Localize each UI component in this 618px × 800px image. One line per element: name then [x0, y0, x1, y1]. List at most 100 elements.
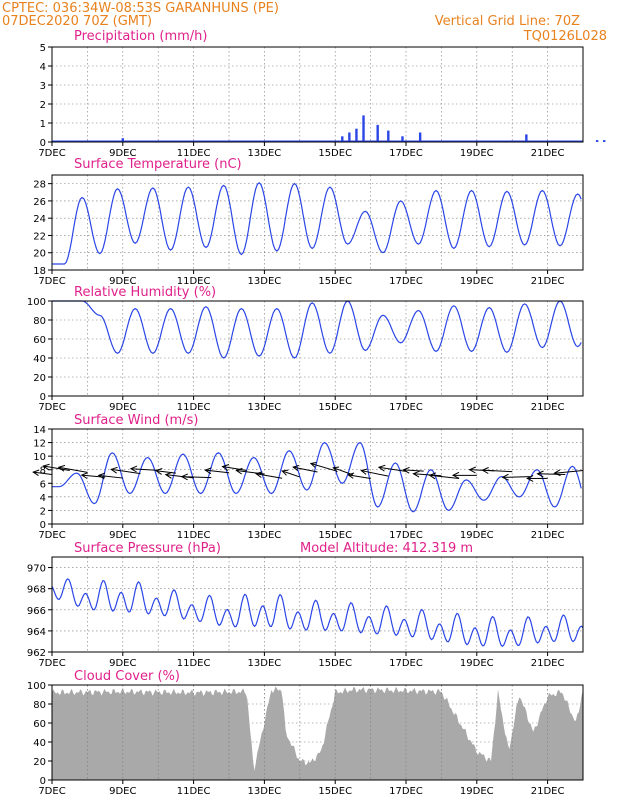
y-tick-label: 8: [40, 466, 46, 477]
wind-arrow: [403, 469, 424, 472]
y-tick-label: 12: [33, 439, 46, 450]
precip-bar: [603, 140, 606, 142]
y-tick-label: 60: [33, 335, 46, 346]
wind-arrow-head: [80, 472, 88, 479]
x-tick-label: 7DEC: [38, 276, 65, 287]
x-tick-label: 17DEC: [389, 402, 423, 413]
y-tick-label: 970: [27, 564, 46, 575]
y-tick-label: 18: [33, 266, 46, 277]
wind-arrow: [181, 476, 212, 479]
y-tick-label: 966: [27, 606, 46, 617]
wind-arrow-head: [536, 470, 544, 478]
y-tick-label: 0: [40, 520, 46, 531]
wind-arrow-head: [221, 464, 230, 471]
wind-arrow: [482, 469, 513, 473]
wind-arrow: [98, 474, 123, 479]
wind-arrow-head: [412, 470, 420, 478]
x-tick-label: 9DEC: [109, 402, 136, 413]
y-tick-label: 28: [33, 180, 46, 191]
cloud-cover-panel: Cloud Cover (%) 0 20 40 60 80 100 7DEC 9DEC 11DE…: [27, 669, 584, 797]
precip-bar: [376, 124, 379, 142]
x-tick-label: 21DEC: [531, 148, 565, 159]
wind-title: Surface Wind (m/s): [74, 413, 198, 428]
x-tick-label: 21DEC: [531, 658, 565, 669]
y-tick-label: 2: [40, 506, 46, 517]
y-tick-label: 26: [33, 197, 46, 208]
x-tick-label: 19DEC: [460, 148, 494, 159]
wind-arrow-head: [129, 465, 138, 473]
y-tick-label: 10: [33, 452, 46, 463]
wind-arrow-head: [292, 465, 300, 472]
panel-frame: [51, 174, 584, 271]
model-altitude: Model Altitude: 412.319 m: [300, 541, 473, 556]
y-tick-label: 4: [40, 493, 46, 504]
x-tick-label: 15DEC: [318, 276, 352, 287]
wind-arrow-head: [451, 471, 460, 479]
humidity-series-line: [52, 300, 582, 359]
precip-bar: [362, 115, 365, 142]
wind-arrow: [429, 474, 460, 480]
pressure-panel: Surface Pressure (hPa) Model Altitude: 4…: [27, 541, 584, 669]
y-tick-label: 5: [40, 43, 46, 54]
wind-speed-line: [52, 441, 582, 513]
wind-arrow-head: [428, 472, 437, 480]
wind-arrow: [111, 468, 141, 475]
wind-arrow-head: [254, 471, 263, 478]
x-tick-label: 9DEC: [109, 148, 136, 159]
y-tick-label: 80: [33, 700, 46, 711]
wind-arrow: [58, 466, 88, 473]
panel-frame: [51, 684, 584, 781]
y-tick-label: 3: [40, 81, 46, 92]
wind-arrow-head: [309, 462, 317, 468]
wind-arrow: [256, 473, 283, 479]
wind-arrow: [236, 469, 265, 475]
wind-arrow: [413, 473, 442, 477]
precip-bar: [418, 132, 422, 142]
temperature-panel: Surface Temperature (nC) 18 20 22 24 26 28 7DE…: [33, 157, 584, 287]
x-tick-label: 7DEC: [38, 530, 65, 541]
x-tick-label: 11DEC: [177, 786, 211, 797]
y-tick-label: 2: [40, 100, 46, 111]
x-tick-label: 9DEC: [109, 276, 136, 287]
y-tick-label: 100: [27, 681, 46, 692]
x-tick-label: 13DEC: [248, 786, 282, 797]
x-tick-label: 11DEC: [177, 148, 211, 159]
wind-arrow: [205, 469, 230, 474]
precip-bar: [348, 132, 351, 142]
x-tick-label: 13DEC: [248, 402, 282, 413]
wind-arrow-head: [281, 469, 289, 476]
wind-arrow-head: [97, 472, 106, 480]
x-tick-label: 7DEC: [38, 658, 65, 669]
x-tick-label: 7DEC: [38, 402, 65, 413]
wind-arrow-head: [377, 464, 386, 472]
x-tick-label: 11DEC: [177, 530, 211, 541]
x-tick-label: 15DEC: [318, 530, 352, 541]
panel-frame: [51, 428, 584, 525]
pressure-title: Surface Pressure (hPa): [74, 541, 221, 556]
y-tick-label: 6: [40, 479, 46, 490]
x-tick-label: 9DEC: [109, 786, 136, 797]
y-tick-label: 962: [27, 648, 46, 659]
wind-arrow-head: [180, 473, 189, 481]
wind-panel: Surface Wind (m/s) 0 2 4 6 8 10 12 14 7DEC 9DEC 11…: [32, 413, 584, 541]
x-tick-label: 17DEC: [389, 786, 423, 797]
x-tick-label: 9DEC: [109, 530, 136, 541]
x-tick-label: 15DEC: [318, 148, 352, 159]
x-tick-label: 13DEC: [248, 530, 282, 541]
x-tick-label: 17DEC: [389, 276, 423, 287]
x-tick-label: 7DEC: [38, 148, 65, 159]
pressure-series-line: [51, 578, 584, 648]
precipitation-panel: Precipitation (mm/h) 0 1 2 3 4 5 7DEC 9DEC 11DEC…: [38, 29, 606, 159]
y-tick-label: 14: [33, 425, 46, 436]
wind-arrow: [282, 470, 300, 478]
wind-arrow: [155, 470, 176, 474]
wind-arrow: [537, 473, 566, 475]
y-tick-label: 20: [33, 373, 46, 384]
wind-arrow-head: [347, 472, 355, 479]
precip-bar: [341, 136, 344, 142]
y-tick-label: 24: [33, 214, 46, 225]
cloud-cover-area: [52, 686, 583, 780]
x-tick-label: 9DEC: [109, 658, 136, 669]
x-tick-label: 21DEC: [531, 530, 565, 541]
